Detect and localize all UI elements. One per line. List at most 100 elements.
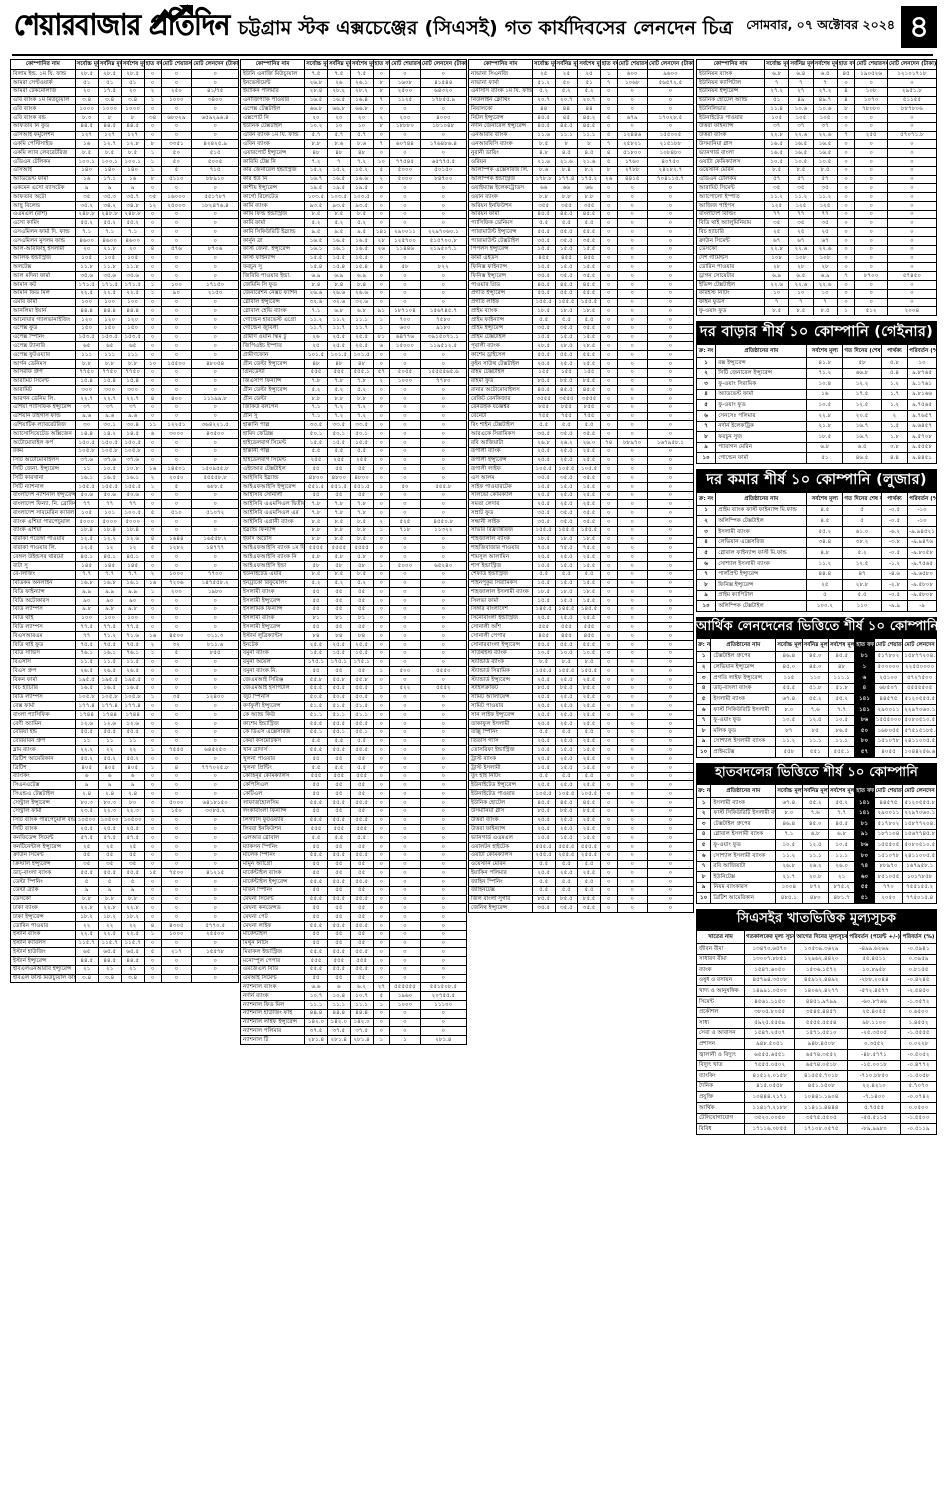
company-name: বেণী অ্যামিন bbox=[10, 719, 76, 729]
cell-value: ৫৫ bbox=[326, 596, 351, 606]
quote-table-body: ইউনিয়ন ব্যাংক ৬.৮ ৬.৪ ৬.৫ ৪৫ ১৯০৫২৬ ১২১০১৭১৮ ই… bbox=[695, 69, 938, 317]
cell-value: ০ bbox=[646, 227, 695, 238]
cell-value: ০ bbox=[372, 850, 391, 861]
company-name: রবি আজিয়াটা bbox=[710, 860, 777, 873]
cell-value: ০ bbox=[599, 86, 618, 97]
table-row: সাধারণ বীমা ১৩০০৭.৮৮৫১ ১২৯৬২.৪৪২০ ৫৫.৪৫১১ ০.… bbox=[696, 953, 938, 966]
company-name: স্ট্যান্ডার্ড সিরামিক bbox=[468, 666, 533, 677]
company-name: সাধারণ বীমা bbox=[696, 953, 745, 966]
cell-value: ০ bbox=[160, 306, 193, 317]
company-name: ইউনাইটেড পাওয়ার bbox=[468, 789, 533, 800]
cell-value: ০ bbox=[616, 789, 648, 800]
cell-value: ৮.৮ bbox=[349, 525, 374, 536]
company-name: আইএফআইসি ইন্স্যুরেন্স bbox=[239, 481, 306, 492]
cell-value: ৪৫.১ bbox=[120, 552, 145, 562]
cell-value: ৩৫৫ bbox=[577, 200, 601, 211]
cell-value: ৮.৮ bbox=[97, 358, 122, 369]
cell-value: ৫.৫ bbox=[577, 877, 601, 887]
cell-value: ৭.৮ bbox=[326, 508, 351, 519]
company-name: অলিম্পিক এক্সেসরিজ লি. bbox=[468, 165, 533, 176]
cell-value: ০ bbox=[191, 560, 239, 571]
cell-value: ২৮.৫ bbox=[74, 69, 99, 79]
cell-value: ০ bbox=[143, 341, 162, 352]
cell-value: ০ bbox=[389, 218, 421, 229]
table-row: ১০ ব্রিটিশ আমেরিকান ৪৮৫.১ ৪৮০ ৪৮১.৭ ৫১ ২০৫০ ৭৭৫… bbox=[695, 892, 937, 904]
cell-value: ১৯০৫২৬ bbox=[854, 69, 888, 79]
cell-value: ৪৪ bbox=[577, 104, 601, 115]
cell-value: ৭০০ bbox=[389, 315, 421, 325]
company-name: বিডি ফাইন্যান্স bbox=[10, 587, 76, 598]
cell-value: ১০ bbox=[143, 358, 162, 369]
cell-value: ৫৫.২ bbox=[827, 693, 856, 705]
cell-value: ৯.৮ bbox=[120, 604, 145, 615]
cell-value: ১৫.৫ bbox=[577, 481, 601, 492]
cell-value: ১৫.৫ bbox=[531, 833, 556, 843]
cell-value: ৫৫.৫ bbox=[349, 920, 374, 931]
cell-value: ০ bbox=[836, 148, 856, 159]
page-number: ৪ bbox=[901, 6, 937, 48]
cell-value: ০ bbox=[143, 771, 162, 782]
cell-value: ৩০.৪ bbox=[120, 420, 145, 431]
company-name: আরএকে সিরামিকস bbox=[468, 429, 533, 440]
company-name: শাহজালাল ব্যাংক bbox=[468, 534, 533, 545]
cell-value: ৮২২ bbox=[419, 262, 468, 273]
cell-value: ২১.৮ bbox=[806, 420, 844, 433]
cell-value: ০ bbox=[836, 288, 856, 299]
table-row: ঢাকা ইন্স্যুরেন্স ১৮.২ ১৮.২ ১৮.২ ০ ০ ০ bbox=[10, 912, 239, 922]
cell-value: ৮.০ bbox=[775, 703, 803, 716]
cell-value: ৫৫ bbox=[304, 912, 328, 922]
cell-value: ৫০.৬ bbox=[120, 490, 145, 501]
table-row: ২ লেভিয়ান ইন্স্যুরেন্স ৪৫.০ ৪৫.০ ৪৮ ১ ৫০০০০০ ২… bbox=[695, 661, 937, 674]
table-row: ইউনি এনার্জি মিউচ্যুয়াল ৭.৫ ৭.৫ ৭.৫ ০ ০ ০ bbox=[239, 69, 468, 79]
cell-value: ১৫.৫ bbox=[577, 833, 601, 843]
company-name: ইউনিক হোটেল অ্যান্ড bbox=[695, 95, 766, 106]
cell-value: ১০৫০০ bbox=[120, 815, 145, 826]
cell-value: ০ bbox=[599, 402, 618, 413]
cell-value: ৫০০০ bbox=[74, 517, 99, 527]
cell-value: ০ bbox=[616, 894, 648, 905]
cell-value: ৪৪.৫ bbox=[120, 121, 145, 132]
cell-value: ৪৫ bbox=[554, 113, 579, 123]
company-name: কনটিনেন্টাল ইন্স্যুরেন্স bbox=[10, 841, 76, 852]
cell-value: ০ bbox=[160, 964, 193, 975]
cell-value: ০ bbox=[646, 631, 695, 641]
cell-value: ০ bbox=[143, 824, 162, 835]
cell-value: ০ bbox=[599, 262, 618, 273]
cell-value: ১২.৫ bbox=[842, 557, 882, 570]
cell-value: ১৬.৫ bbox=[97, 683, 122, 694]
cell-value: ৫৫.৫ bbox=[326, 683, 351, 694]
cell-value: ২০ bbox=[74, 244, 99, 255]
cell-value: ০ bbox=[389, 446, 421, 457]
company-name: জুট স্পিনার্স bbox=[239, 692, 306, 703]
cell-value: ০.০৫০০ bbox=[899, 1102, 938, 1114]
cell-value: ২০ bbox=[349, 113, 374, 123]
cell-value: ১৫০০০ bbox=[389, 341, 421, 352]
column-header: হাত বদল bbox=[143, 58, 162, 71]
cell-value: ৫০০০ bbox=[97, 517, 122, 527]
cell-value: ৭৭.৫ bbox=[97, 622, 122, 633]
cell-value: ০ bbox=[599, 411, 618, 422]
cell-value: ৫ bbox=[143, 947, 162, 958]
cell-value: ৪০৫ bbox=[97, 762, 122, 773]
company-name: বিকন ফার্মা bbox=[10, 675, 76, 685]
cell-value: ৬৫৯২৯৬.৪ bbox=[191, 113, 239, 123]
cell-value: ২৮.২ bbox=[326, 86, 351, 97]
cell-value: ১৬ bbox=[74, 174, 99, 185]
cell-value: ৪৬০০ bbox=[97, 236, 122, 246]
cell-value: ৮৬.৫ bbox=[827, 725, 856, 737]
table-row: ৪ লেভিয়ান এক্সেসরিজ ৩৪.৪ ৩৮.২ -৩.৮ -৯.৯৪৭৬ bbox=[695, 536, 937, 549]
table-row: জিএসপি ফিন্যান্স ৭.৮ ৭.৮ ৭.৮ ২ ১০০০ ৭৭৮০ bbox=[239, 376, 468, 387]
cell-value: ৪৮০০ bbox=[304, 473, 328, 483]
company-name: অলিম্পিক টেক্সটাইল bbox=[715, 515, 808, 528]
cell-value: ১৬.৫ bbox=[326, 236, 351, 246]
cell-value: ২২.৮ bbox=[97, 903, 122, 914]
cell-value: -৯.৯ bbox=[880, 600, 909, 612]
cell-value: ৫৫৫ bbox=[304, 956, 328, 966]
cell-value: ৫.৫ bbox=[577, 569, 601, 580]
cell-value: ৪৫.০ bbox=[801, 650, 829, 663]
cell-value: ৮১ bbox=[326, 613, 351, 624]
cell-value: ০ bbox=[160, 253, 193, 264]
index-banner: সিএসইর খাতভিত্তিক মূল্যসূচক bbox=[696, 909, 937, 931]
cell-value: ০ bbox=[143, 262, 162, 273]
cell-value: ১৭৬৪৮৬.৪ bbox=[419, 139, 468, 150]
